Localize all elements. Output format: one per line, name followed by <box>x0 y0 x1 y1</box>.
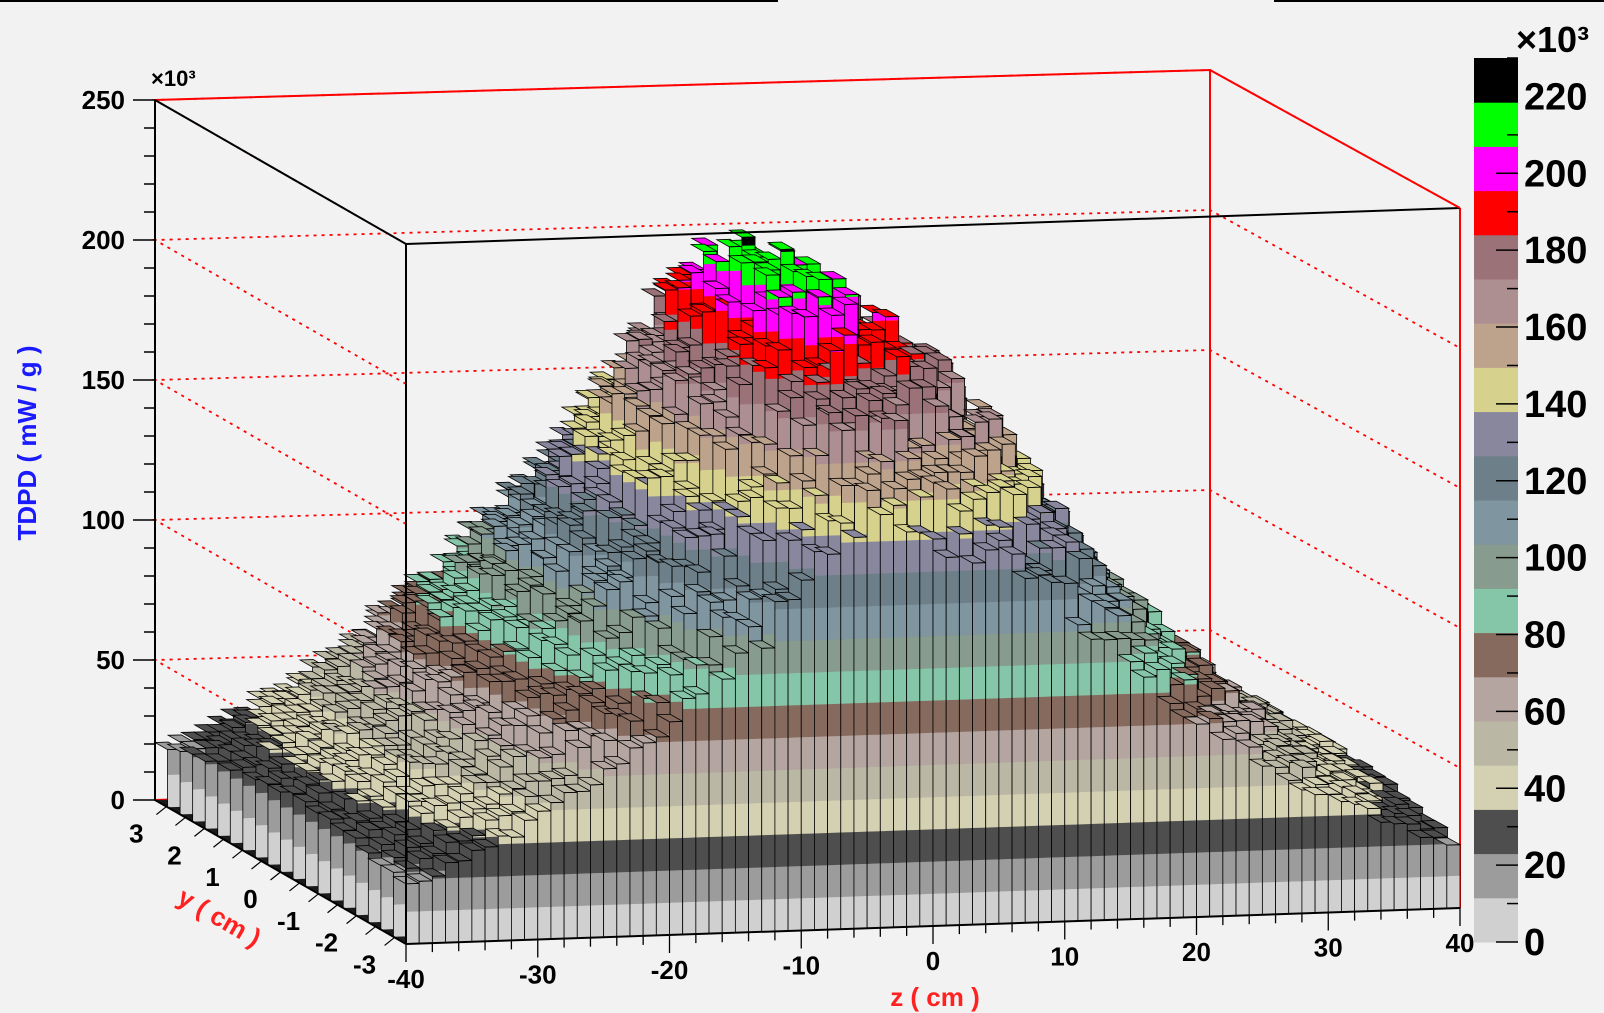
z-tick-label: 150 <box>82 365 125 395</box>
z-tick-label: 0 <box>111 785 125 815</box>
palette-band <box>1474 102 1518 147</box>
colorbar-tick-label: 80 <box>1524 615 1566 657</box>
y-tick-label: -2 <box>315 928 338 958</box>
palette-band <box>1474 279 1518 324</box>
palette-band <box>1474 721 1518 766</box>
colorbar-tick-label: 0 <box>1524 922 1545 964</box>
z-tick-label: 250 <box>82 85 125 115</box>
z-tick-label: 50 <box>96 645 125 675</box>
y-tick-label: 3 <box>129 819 143 849</box>
colorbar-tick-label: 60 <box>1524 691 1566 733</box>
x-axis-title: z ( cm ) <box>890 982 980 1012</box>
x-tick-label: 10 <box>1050 942 1079 972</box>
colorbar-tick-label: 180 <box>1524 230 1587 272</box>
palette-band <box>1474 190 1518 236</box>
z-tick-label: 200 <box>82 225 125 255</box>
x-tick-label: -20 <box>651 955 689 985</box>
x-tick-label: 30 <box>1314 933 1343 963</box>
x-tick-label: -30 <box>519 960 557 990</box>
x-tick-label: -40 <box>387 964 425 994</box>
y-tick-label: 0 <box>243 884 257 914</box>
palette-band <box>1474 632 1518 678</box>
y-tick-label: 2 <box>167 840 181 870</box>
x-tick-label: 20 <box>1182 937 1211 967</box>
bar <box>216 762 245 844</box>
colorbar-multiplier: ×10³ <box>1516 19 1589 60</box>
z-axis-multiplier: ×10³ <box>151 66 196 91</box>
z-axis-title: TDPD ( mW / g ) <box>12 346 42 541</box>
palette-band <box>1474 544 1518 589</box>
palette-band <box>1474 455 1518 501</box>
colorbar-tick-label: 100 <box>1524 538 1587 580</box>
x-tick-label: 40 <box>1446 928 1475 958</box>
y-tick-label: -1 <box>277 906 300 936</box>
colorbar-tick-label: 140 <box>1524 384 1587 426</box>
x-tick-label: -10 <box>782 951 820 981</box>
palette-band <box>1474 853 1518 899</box>
palette-band <box>1474 897 1518 943</box>
z-tick-label: 100 <box>82 505 125 535</box>
palette-band <box>1474 234 1518 280</box>
y-tick-label: -3 <box>353 949 376 979</box>
colorbar-tick-label: 40 <box>1524 768 1566 810</box>
palette-band <box>1474 146 1518 192</box>
colorbar-tick-label: 20 <box>1524 845 1566 887</box>
palette-band <box>1474 323 1518 368</box>
bar-blocks <box>153 229 1462 944</box>
palette-band <box>1474 588 1518 634</box>
colorbar-tick-label: 120 <box>1524 461 1587 503</box>
colorbar-tick-label: 220 <box>1524 76 1587 118</box>
palette-band <box>1474 411 1518 457</box>
colorbar-tick-label: 200 <box>1524 153 1587 195</box>
x-tick-label: 0 <box>926 946 940 976</box>
colorbar-tick-label: 160 <box>1524 307 1587 349</box>
palette-band <box>1474 367 1518 413</box>
palette-band <box>1474 809 1518 855</box>
palette-band <box>1474 500 1518 545</box>
y-tick-label: 1 <box>205 862 219 892</box>
palette-band <box>1474 676 1518 722</box>
